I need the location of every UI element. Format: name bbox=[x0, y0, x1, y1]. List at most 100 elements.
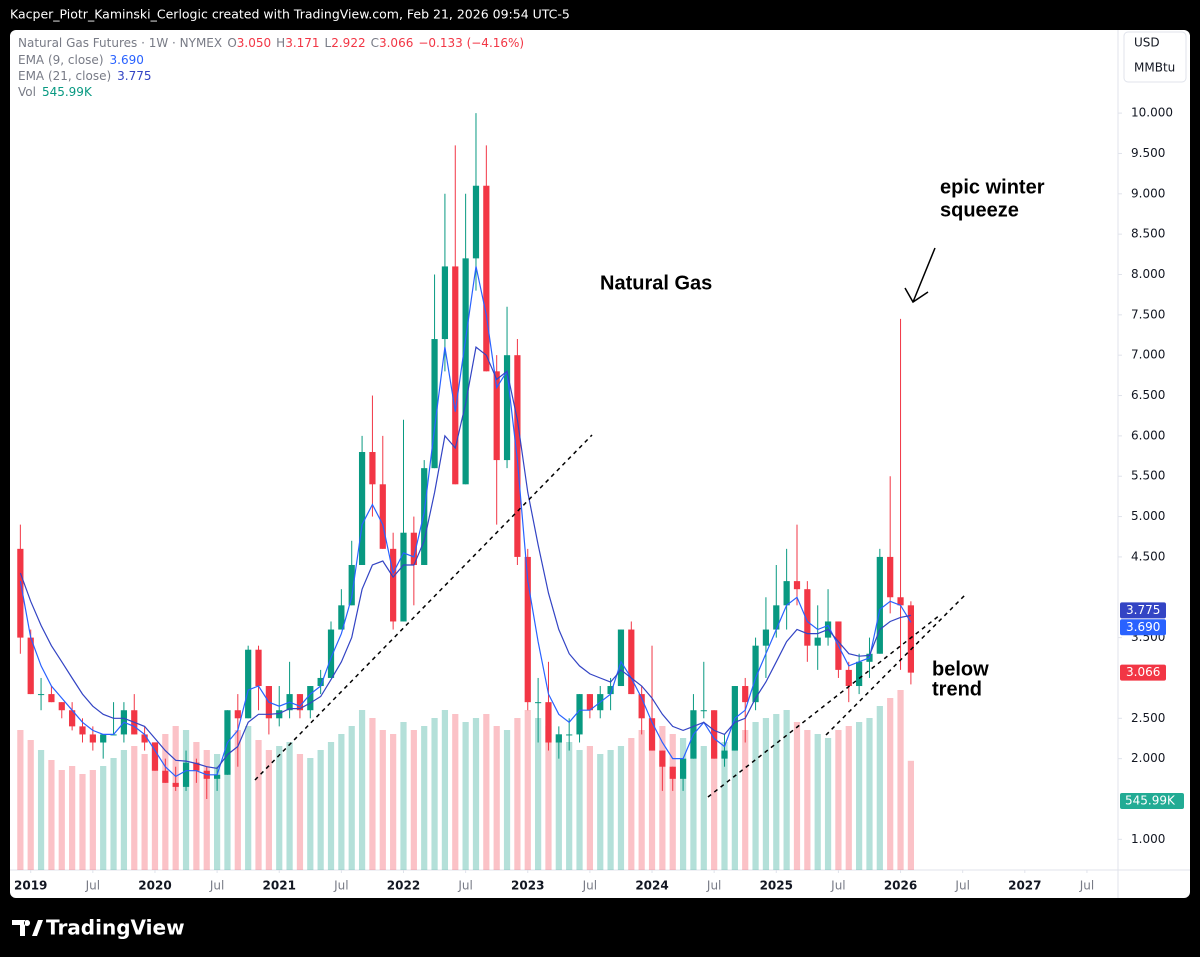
candle-body bbox=[348, 564, 355, 606]
x-tick-label: 2024 bbox=[635, 879, 668, 893]
field-key: H bbox=[276, 36, 285, 50]
legend-ema9: EMA (9, close) 3.690 bbox=[18, 53, 144, 67]
candle-body bbox=[37, 694, 45, 696]
volume-bar bbox=[58, 770, 65, 870]
candle-body bbox=[524, 556, 531, 703]
candle-body bbox=[48, 694, 55, 703]
volume-bar bbox=[514, 718, 521, 870]
volume-bar bbox=[441, 710, 449, 870]
series-name: EMA (21, close) bbox=[18, 69, 111, 83]
candle-body bbox=[804, 589, 811, 646]
candle-body bbox=[234, 710, 241, 719]
volume-bar bbox=[555, 734, 562, 870]
candle-body bbox=[535, 702, 542, 704]
x-tick-label: 2027 bbox=[1008, 879, 1041, 893]
candle-body bbox=[897, 597, 904, 606]
y-tick-label: 6.000 bbox=[1131, 428, 1165, 442]
volume-bar bbox=[172, 726, 179, 870]
volume-last: 545.99K bbox=[42, 85, 93, 99]
volume-bar bbox=[410, 730, 417, 870]
currency-box[interactable] bbox=[1123, 31, 1187, 83]
x-tick-label: Jul bbox=[209, 879, 224, 893]
symbol: Natural Gas Futures · 1W · NYMEX bbox=[18, 36, 222, 50]
candle-body bbox=[327, 629, 335, 678]
volume-bar bbox=[100, 766, 107, 870]
arrow bbox=[904, 247, 936, 304]
volume-bar bbox=[286, 742, 293, 870]
candle-body bbox=[441, 266, 449, 340]
y-tick-label: 5.500 bbox=[1131, 469, 1165, 483]
candle-body bbox=[752, 645, 759, 703]
volume-bar bbox=[182, 730, 190, 870]
x-tick-label: Jul bbox=[830, 879, 845, 893]
field-value: 3.171 bbox=[285, 36, 319, 50]
candle-body bbox=[856, 661, 863, 687]
volume-bar bbox=[659, 726, 666, 870]
x-tick-label: 2021 bbox=[263, 879, 296, 893]
x-tick-label: Jul bbox=[457, 879, 472, 893]
trend-line bbox=[254, 434, 593, 781]
x-tick-label: 2025 bbox=[760, 879, 793, 893]
candle-body bbox=[100, 734, 107, 743]
volume-badge bbox=[1120, 793, 1184, 809]
volume-bar bbox=[79, 774, 86, 870]
x-tick-label: 2022 bbox=[387, 879, 420, 893]
candle-body bbox=[369, 452, 376, 485]
last-price-badge-label: 3.066 bbox=[1126, 665, 1160, 679]
candle-body bbox=[576, 694, 583, 735]
candle-body bbox=[358, 452, 366, 565]
plot bbox=[17, 113, 915, 870]
y-tick-label: 8.500 bbox=[1131, 227, 1165, 241]
volume-bar bbox=[576, 750, 583, 870]
volume-bar bbox=[876, 706, 883, 870]
last-value-badge bbox=[1120, 602, 1166, 619]
volume-bar bbox=[37, 750, 45, 870]
candle-body bbox=[141, 734, 148, 743]
currency[interactable]: USD bbox=[1134, 36, 1160, 50]
volume-bar bbox=[742, 730, 749, 870]
volume-bar bbox=[845, 726, 852, 870]
y-tick-label: 1.000 bbox=[1131, 832, 1165, 846]
x-tick-label: Jul bbox=[1079, 879, 1094, 893]
candle-body bbox=[814, 637, 821, 646]
volume-bar bbox=[245, 726, 252, 870]
unit[interactable]: MMBtu bbox=[1134, 61, 1175, 75]
x-tick-label: 2026 bbox=[884, 879, 917, 893]
candle-body bbox=[462, 258, 469, 485]
volume-bar bbox=[120, 750, 128, 870]
volume-bar bbox=[711, 750, 718, 870]
y-tick-label: 2.500 bbox=[1131, 711, 1165, 725]
volume-bar bbox=[213, 754, 221, 870]
x-tick-label: Jul bbox=[706, 879, 721, 893]
volume-bar bbox=[638, 730, 645, 870]
volume-bar bbox=[483, 714, 490, 870]
x-tick-label: 2023 bbox=[511, 879, 544, 893]
y-tick-label: 9.500 bbox=[1131, 146, 1165, 160]
brand-logo: TradingView bbox=[12, 916, 185, 940]
x-tick-label: Jul bbox=[954, 879, 969, 893]
y-tick-label: 10.000 bbox=[1131, 106, 1173, 120]
volume-bar bbox=[545, 726, 552, 870]
change: −0.133 (−4.16%) bbox=[418, 36, 524, 50]
candle-body bbox=[317, 677, 324, 687]
legend-symbol: Natural Gas Futures · 1W · NYMEX O3.050 H3… bbox=[18, 36, 524, 50]
volume-bar bbox=[586, 746, 593, 870]
candle-body bbox=[669, 766, 676, 779]
annotation: epic winter bbox=[940, 176, 1045, 198]
y-tick-label: 6.500 bbox=[1131, 388, 1165, 402]
candle-body bbox=[638, 694, 645, 719]
volume-bar bbox=[690, 742, 697, 870]
y-tick-label: 4.500 bbox=[1131, 549, 1165, 563]
candle-body bbox=[887, 556, 894, 598]
volume-bar bbox=[783, 710, 790, 870]
ema-line bbox=[19, 266, 912, 778]
volume-bar bbox=[907, 760, 915, 870]
candle-body bbox=[79, 726, 86, 735]
y-tick-label: 2.000 bbox=[1131, 751, 1165, 765]
volume-bar bbox=[856, 722, 863, 870]
volume-bar bbox=[452, 714, 459, 870]
volume-bar bbox=[203, 750, 210, 870]
volume-bar bbox=[193, 742, 200, 870]
volume-bar bbox=[307, 758, 314, 870]
